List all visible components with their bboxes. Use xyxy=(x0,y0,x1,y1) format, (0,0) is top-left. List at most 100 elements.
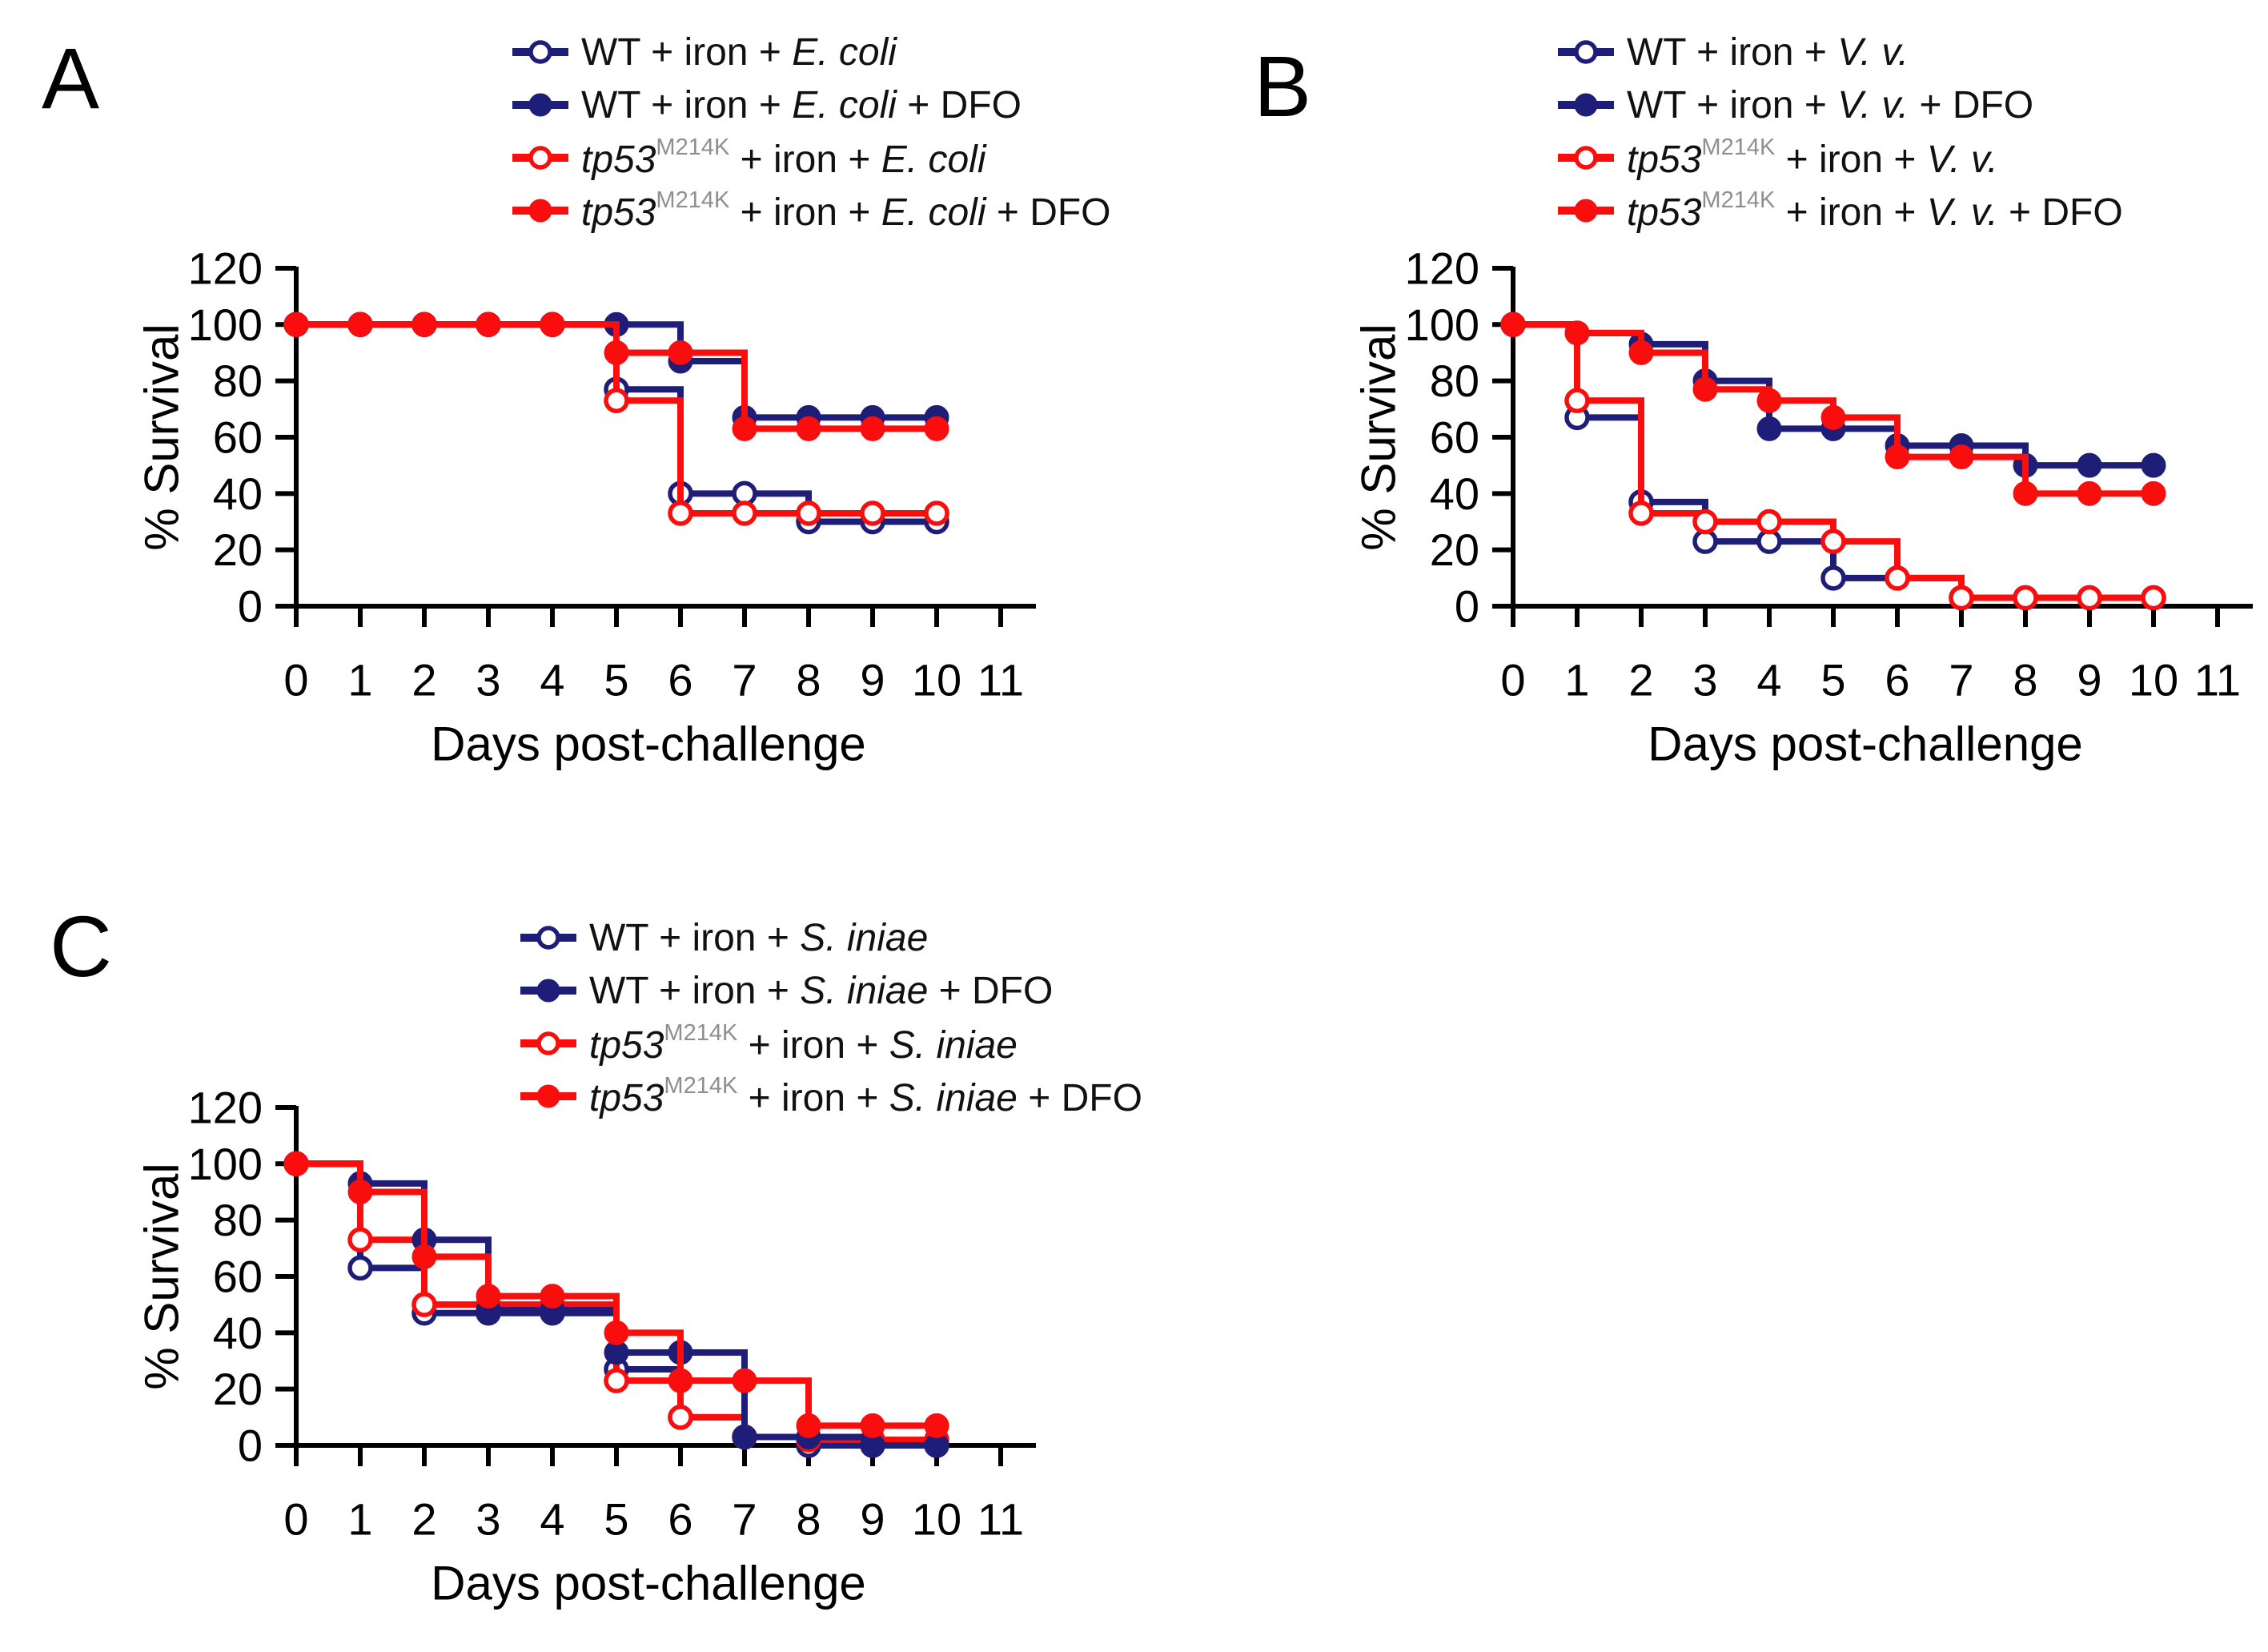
legend-filled-circle-icon xyxy=(512,93,568,117)
svg-text:100: 100 xyxy=(188,1139,263,1189)
svg-text:4: 4 xyxy=(540,1494,564,1545)
legend-item-label: WT + iron + V. v. + DFO xyxy=(1627,83,2034,127)
legend-item-panel-B-2: WT + iron + V. v. + DFO xyxy=(1556,78,2123,131)
svg-text:120: 120 xyxy=(1405,243,1479,293)
legend-filled-circle-icon xyxy=(520,1084,576,1108)
svg-text:2: 2 xyxy=(411,655,436,705)
svg-text:0: 0 xyxy=(283,1494,308,1545)
legend-filled-circle-icon xyxy=(512,199,568,223)
svg-text:100: 100 xyxy=(1405,299,1479,350)
panel-b-label: B xyxy=(1254,38,1312,135)
svg-text:0: 0 xyxy=(238,1421,263,1471)
legend-filled-circle-icon xyxy=(1558,93,1614,117)
svg-text:20: 20 xyxy=(1430,525,1479,575)
svg-text:80: 80 xyxy=(1430,356,1479,406)
legend-item-label: tp53M214K + iron + E. coli + DFO xyxy=(581,187,1111,234)
legend-item-label: tp53M214K + iron + V. v. xyxy=(1627,134,1998,181)
legend-filled-circle-icon xyxy=(1558,199,1614,223)
legend-item-panel-C-4: tp53M214K + iron + S. iniae + DFO xyxy=(519,1070,1142,1123)
legend-open-circle-icon xyxy=(1558,146,1614,170)
svg-text:9: 9 xyxy=(860,1494,885,1545)
svg-text:6: 6 xyxy=(668,1494,692,1545)
panel-A-y-axis-title: % Survival xyxy=(135,324,189,550)
svg-text:5: 5 xyxy=(604,655,628,705)
legend-open-circle-icon xyxy=(512,40,568,64)
svg-text:40: 40 xyxy=(1430,468,1479,519)
panel-B-series-1-curve xyxy=(1500,312,2166,611)
svg-text:8: 8 xyxy=(796,655,821,705)
legend-open-circle-icon xyxy=(520,1031,576,1055)
legend-item-panel-A-1: WT + iron + E. coli xyxy=(511,26,1111,78)
svg-text:20: 20 xyxy=(213,1364,263,1414)
legend-filled-circle-icon xyxy=(520,979,576,1003)
legend-item-label: WT + iron + V. v. xyxy=(1627,30,1909,74)
panel-B-axes xyxy=(1492,265,2253,627)
panel-c-label: C xyxy=(50,898,112,995)
svg-text:120: 120 xyxy=(188,243,263,293)
legend-item-label: tp53M214K + iron + V. v. + DFO xyxy=(1627,187,2123,234)
panel-A-axes xyxy=(275,265,1036,627)
svg-text:80: 80 xyxy=(213,356,263,406)
svg-text:60: 60 xyxy=(1430,412,1479,462)
svg-text:3: 3 xyxy=(1692,655,1717,705)
svg-text:11: 11 xyxy=(2194,655,2241,705)
legend-panel-c: WT + iron + S. iniae WT + iron + S. iniae… xyxy=(519,911,1142,1123)
svg-text:3: 3 xyxy=(476,1494,500,1545)
legend-panel-a: WT + iron + E. coli WT + iron + E. coli +… xyxy=(511,26,1111,237)
panel-C-series-4-curve xyxy=(283,1151,949,1438)
legend-item-label: WT + iron + E. coli + DFO xyxy=(581,83,1022,127)
svg-text:10: 10 xyxy=(912,655,961,705)
svg-text:5: 5 xyxy=(604,1494,628,1545)
svg-text:4: 4 xyxy=(540,655,564,705)
svg-text:5: 5 xyxy=(1820,655,1845,705)
panel-B-series-4-curve xyxy=(1500,312,2166,506)
legend-item-label: tp53M214K + iron + S. iniae xyxy=(589,1019,1018,1067)
svg-text:20: 20 xyxy=(213,525,263,575)
panel-A-series-4-curve xyxy=(283,312,949,441)
svg-text:2: 2 xyxy=(411,1494,436,1545)
svg-text:80: 80 xyxy=(213,1195,263,1245)
legend-item-panel-A-4: tp53M214K + iron + E. coli + DFO xyxy=(511,184,1111,237)
svg-text:7: 7 xyxy=(1949,655,1973,705)
svg-text:10: 10 xyxy=(2129,655,2178,705)
svg-text:8: 8 xyxy=(796,1494,821,1545)
legend-item-panel-B-1: WT + iron + V. v. xyxy=(1556,26,2123,78)
svg-text:60: 60 xyxy=(213,1251,263,1301)
svg-text:3: 3 xyxy=(476,655,500,705)
svg-text:7: 7 xyxy=(732,1494,757,1545)
legend-item-panel-C-1: WT + iron + S. iniae xyxy=(519,911,1142,964)
panel-A-x-axis-title: Days post-challenge xyxy=(431,717,866,771)
legend-item-panel-C-3: tp53M214K + iron + S. iniae xyxy=(519,1017,1142,1070)
svg-text:0: 0 xyxy=(1455,581,1479,632)
svg-text:4: 4 xyxy=(1756,655,1781,705)
legend-item-label: tp53M214K + iron + E. coli xyxy=(581,134,986,181)
svg-text:1: 1 xyxy=(347,1494,372,1545)
panel-C-x-axis-title: Days post-challenge xyxy=(431,1557,866,1610)
svg-text:0: 0 xyxy=(1500,655,1525,705)
svg-text:1: 1 xyxy=(347,655,372,705)
legend-item-panel-A-2: WT + iron + E. coli + DFO xyxy=(511,78,1111,131)
panel-B-y-axis-title: % Survival xyxy=(1352,324,1406,550)
svg-text:11: 11 xyxy=(977,1494,1024,1545)
legend-item-panel-B-3: tp53M214K + iron + V. v. xyxy=(1556,131,2123,184)
svg-text:40: 40 xyxy=(213,1308,263,1358)
svg-text:0: 0 xyxy=(283,655,308,705)
legend-item-panel-B-4: tp53M214K + iron + V. v. + DFO xyxy=(1556,184,2123,237)
legend-item-label: tp53M214K + iron + S. iniae + DFO xyxy=(589,1072,1142,1119)
svg-text:6: 6 xyxy=(1885,655,1909,705)
svg-text:9: 9 xyxy=(860,655,885,705)
svg-text:1: 1 xyxy=(1564,655,1589,705)
svg-text:6: 6 xyxy=(668,655,692,705)
panel-B-series-2-curve xyxy=(1500,312,2166,478)
svg-text:7: 7 xyxy=(732,655,757,705)
legend-open-circle-icon xyxy=(1558,40,1614,64)
legend-item-label: WT + iron + S. iniae xyxy=(589,916,929,959)
legend-item-label: WT + iron + S. iniae + DFO xyxy=(589,969,1054,1012)
legend-open-circle-icon xyxy=(520,926,576,950)
